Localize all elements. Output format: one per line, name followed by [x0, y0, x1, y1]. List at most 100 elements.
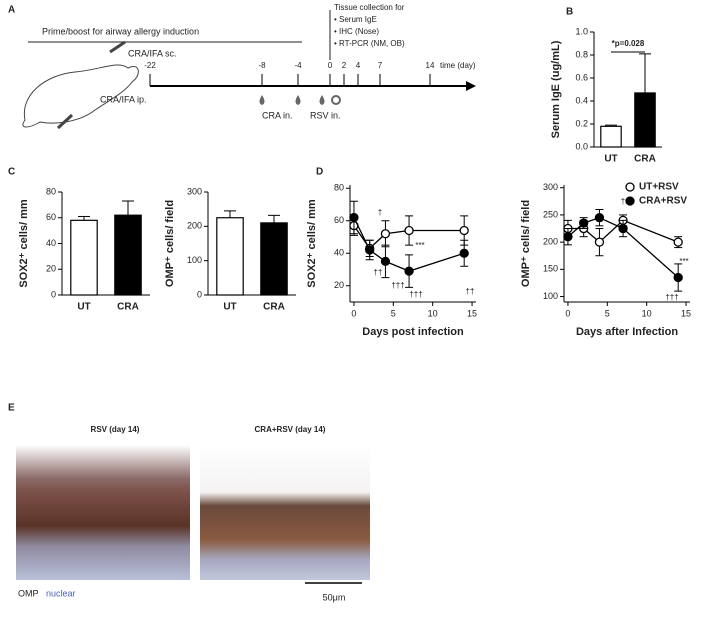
annotation: † — [378, 208, 382, 217]
data-point — [404, 225, 414, 236]
cra-in-label: CRA in. — [262, 110, 293, 120]
data-point — [459, 225, 469, 236]
panel-label: D — [316, 167, 323, 178]
y-tick-label: 100 — [543, 291, 558, 301]
rsv-in-label: RSV in. — [310, 110, 341, 120]
panel-label: C — [8, 167, 15, 178]
y-tick-label: 80 — [46, 186, 56, 196]
y-tick-label: 20 — [334, 280, 344, 290]
bar — [260, 222, 288, 296]
bar — [114, 214, 142, 296]
y-tick-label: 0.8 — [575, 49, 588, 59]
annotation: ††† — [665, 293, 678, 302]
tissue-text: • RT-PCR (NM, OB) — [334, 39, 405, 48]
data-point — [380, 256, 391, 267]
x-tick-label: 10 — [642, 308, 652, 318]
day-label: -8 — [258, 61, 266, 70]
panel-a: Prime/boost for airway allergy induction… — [22, 3, 476, 130]
y-tick-label: 60 — [334, 215, 344, 225]
y-tick-label: 100 — [187, 255, 202, 265]
data-point — [404, 266, 414, 276]
annotation: *p=0.028 — [612, 39, 645, 48]
annotation: *** — [679, 257, 688, 266]
day-label: 14 — [426, 61, 435, 70]
stain-label: nuclear — [46, 588, 76, 598]
bar — [70, 219, 98, 296]
timeline-arrow — [466, 81, 476, 91]
x-tick-label: 10 — [428, 308, 438, 318]
time-label: time (day) — [440, 61, 476, 70]
data-point — [594, 237, 605, 247]
bar — [634, 92, 656, 148]
y-axis-label: OMP⁺ cells/ field — [164, 200, 176, 287]
droplets — [259, 95, 341, 105]
panel-label: B — [566, 7, 573, 18]
x-tick-label: CRA — [117, 302, 139, 313]
data-point — [459, 248, 469, 258]
y-tick-label: 0.2 — [575, 118, 588, 128]
y-tick-label: 40 — [46, 238, 56, 248]
y-axis-label: SOX2⁺ cells/ mm — [18, 199, 30, 288]
bar — [216, 217, 244, 296]
y-tick-label: 0 — [197, 289, 202, 299]
x-tick-label: 0 — [351, 308, 356, 318]
data-point — [579, 218, 589, 228]
y-tick-label: 250 — [543, 209, 558, 219]
tissue-text: • IHC (Nose) — [334, 27, 379, 36]
micrograph — [200, 445, 370, 580]
micrograph — [16, 445, 190, 580]
x-tick-label: 5 — [391, 308, 396, 318]
annotation: †† — [374, 268, 383, 277]
syringe — [109, 40, 126, 54]
sc-label: CRA/IFA sc. — [128, 48, 177, 58]
data-point — [563, 232, 573, 242]
annotation: *** — [415, 241, 424, 250]
data-point — [594, 213, 605, 223]
tissue-text: • Serum IgE — [334, 15, 377, 24]
legend-label: UT+RSV — [639, 182, 679, 193]
data-point — [380, 229, 391, 239]
data-point — [618, 223, 628, 234]
day-label: 0 — [328, 61, 333, 70]
prime-boost-label: Prime/boost for airway allergy induction — [42, 26, 199, 36]
syringe — [56, 113, 74, 130]
scale-label: 50μm — [323, 592, 346, 602]
x-tick-label: 0 — [565, 308, 570, 318]
y-tick-label: 60 — [46, 212, 56, 222]
x-tick-label: 15 — [467, 308, 477, 318]
y-tick-label: 300 — [187, 186, 202, 196]
day-label: -22 — [144, 61, 156, 70]
y-tick-label: 80 — [334, 183, 344, 193]
x-tick-label: UT — [604, 154, 617, 165]
y-tick-label: 40 — [334, 248, 344, 258]
day-label: 2 — [342, 61, 347, 70]
annotation: †† — [466, 287, 475, 296]
y-axis-label: SOX2⁺ cells/ mm — [306, 199, 318, 288]
y-axis-label: OMP⁺ cells/ field — [520, 200, 532, 287]
legend-marker — [625, 182, 635, 192]
image-title: RSV (day 14) — [91, 425, 140, 434]
mouse — [22, 64, 139, 128]
x-tick-label: UT — [223, 302, 236, 313]
annotation: ††† — [409, 290, 422, 299]
day-label: -4 — [294, 61, 302, 70]
day-label: 7 — [378, 61, 383, 70]
legend-label: CRA+RSV — [639, 196, 687, 207]
legend-marker — [625, 196, 635, 206]
annotation: ††† — [391, 281, 404, 290]
y-axis-label: Serum IgE (ug/mL) — [550, 40, 562, 138]
stain-label: OMP — [18, 588, 39, 598]
y-tick-label: 1.0 — [575, 26, 588, 36]
x-tick-label: UT — [77, 302, 90, 313]
x-axis-label: Days post infection — [362, 326, 464, 338]
x-axis-label: Days after Infection — [576, 326, 678, 338]
y-tick-label: 0 — [51, 289, 56, 299]
x-tick-label: 5 — [605, 308, 610, 318]
panel-label: A — [8, 5, 15, 16]
bar — [600, 125, 622, 148]
y-tick-label: 150 — [543, 264, 558, 274]
data-point — [349, 212, 359, 223]
x-tick-label: CRA — [634, 154, 656, 165]
y-tick-label: 200 — [543, 237, 558, 247]
